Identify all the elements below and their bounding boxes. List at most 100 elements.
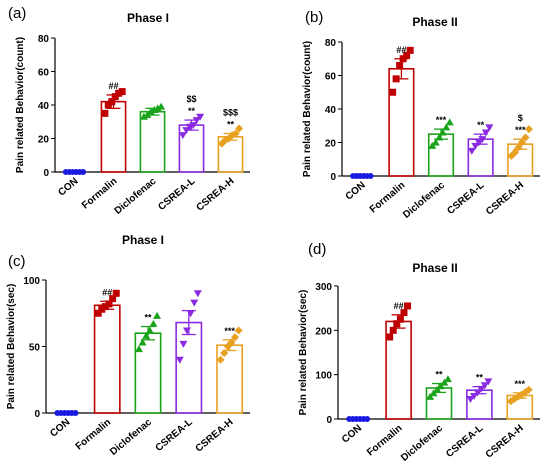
data-point (393, 320, 401, 328)
data-point (471, 142, 480, 150)
significance-label: ** (435, 370, 443, 380)
data-point (389, 88, 397, 96)
x-tick-label: CON (340, 423, 364, 446)
data-point (484, 378, 493, 386)
panel-label: (d) (308, 241, 326, 258)
x-tick-label: Diclofenac (399, 423, 445, 464)
chart-panel-3: (d) Phase II 0 100 200 300 Pain related Behavi… (298, 241, 540, 464)
data-point (234, 326, 243, 335)
data-point (112, 289, 120, 297)
data-point (524, 125, 533, 134)
data-point (179, 340, 188, 348)
data-point (473, 389, 482, 397)
significance-label: ** (476, 373, 484, 383)
x-tick-label: Formalin (368, 180, 407, 216)
x-tick-label: CON (56, 176, 80, 199)
x-tick-label: Diclofenac (113, 176, 159, 217)
data-point (220, 349, 229, 358)
y-tick-label: 0 (34, 409, 40, 420)
data-point (94, 309, 102, 317)
y-tick-label: 300 (315, 282, 332, 293)
x-tick-label: Diclofenac (108, 417, 154, 458)
data-point (406, 46, 414, 54)
significance-label: ## (396, 45, 406, 55)
data-point (510, 148, 519, 157)
data-point (396, 61, 404, 69)
x-tick-label: Formalin (74, 417, 113, 453)
y-tick-label: 40 (38, 101, 50, 112)
data-point (108, 98, 116, 106)
x-tick-label: Formalin (365, 423, 404, 459)
data-point (435, 133, 444, 141)
data-point (157, 102, 166, 110)
significance-label: *** (436, 115, 447, 125)
data-point (429, 389, 438, 397)
x-tick-label: CSREA-H (194, 417, 236, 455)
data-point (216, 355, 225, 364)
bar (139, 110, 166, 173)
y-axis-label: Pain related Behavior(count) (302, 41, 313, 177)
significance-label: ** (144, 313, 152, 323)
data-point (175, 356, 184, 364)
data-point (433, 385, 442, 393)
data-point (396, 315, 404, 323)
panel-label: (c) (8, 253, 26, 270)
data-point (521, 133, 530, 142)
y-tick-label: 20 (38, 135, 50, 146)
data-point (524, 385, 533, 394)
significance-label: $$ (186, 94, 196, 104)
data-point (466, 396, 475, 404)
y-tick-label: 100 (315, 371, 332, 382)
data-point (400, 309, 408, 317)
data-point (193, 290, 202, 298)
x-tick-label: CON (48, 417, 72, 440)
data-point (138, 338, 147, 346)
y-axis-label: Pain related Behavior(sec) (298, 290, 309, 416)
data-point (467, 147, 476, 155)
data-point (478, 136, 487, 144)
significance-label: ## (394, 301, 404, 311)
data-point (196, 113, 205, 121)
data-point (436, 382, 445, 390)
x-tick-label: CSREA-L (444, 423, 485, 460)
y-tick-label: 0 (43, 168, 49, 179)
y-tick-label: 0 (330, 172, 336, 183)
chart-title: Phase I (122, 233, 164, 247)
y-tick-label: 60 (38, 68, 50, 79)
data-point (145, 326, 154, 334)
data-point (445, 118, 454, 126)
y-tick-label: 40 (325, 105, 337, 116)
y-tick-label: 0 (326, 415, 332, 426)
x-tick-label: CSREA-L (154, 417, 195, 454)
data-point (105, 300, 113, 308)
y-tick-label: 200 (315, 326, 332, 337)
data-point (142, 331, 151, 339)
data-point (517, 138, 526, 147)
data-point (426, 392, 435, 400)
data-point (80, 169, 87, 175)
x-tick-label: CON (344, 180, 368, 203)
significance-label: $$$ (223, 107, 238, 117)
chart-title: Phase II (412, 15, 457, 29)
significance-label: $ (518, 113, 523, 123)
x-tick-label: CSREA-H (484, 423, 526, 461)
data-point (506, 397, 515, 406)
chart-title: Phase I (127, 11, 169, 25)
data-point (118, 88, 126, 96)
data-point (72, 410, 79, 416)
y-tick-label: 20 (325, 139, 337, 150)
significance-label: *** (224, 326, 235, 336)
significance-label: *** (515, 125, 526, 135)
data-point (98, 305, 106, 313)
data-point (440, 378, 449, 386)
data-point (235, 124, 244, 133)
bar (178, 124, 205, 173)
x-tick-label: CSREA-L (156, 176, 197, 213)
x-tick-label: Formalin (80, 176, 119, 212)
chart-panel-2: (c) Phase I 0 50 100 Pain related Behavior(se… (6, 233, 250, 458)
data-point (438, 128, 447, 136)
x-tick-label: CSREA-L (445, 180, 486, 217)
data-point (403, 51, 411, 59)
data-point (386, 333, 394, 341)
